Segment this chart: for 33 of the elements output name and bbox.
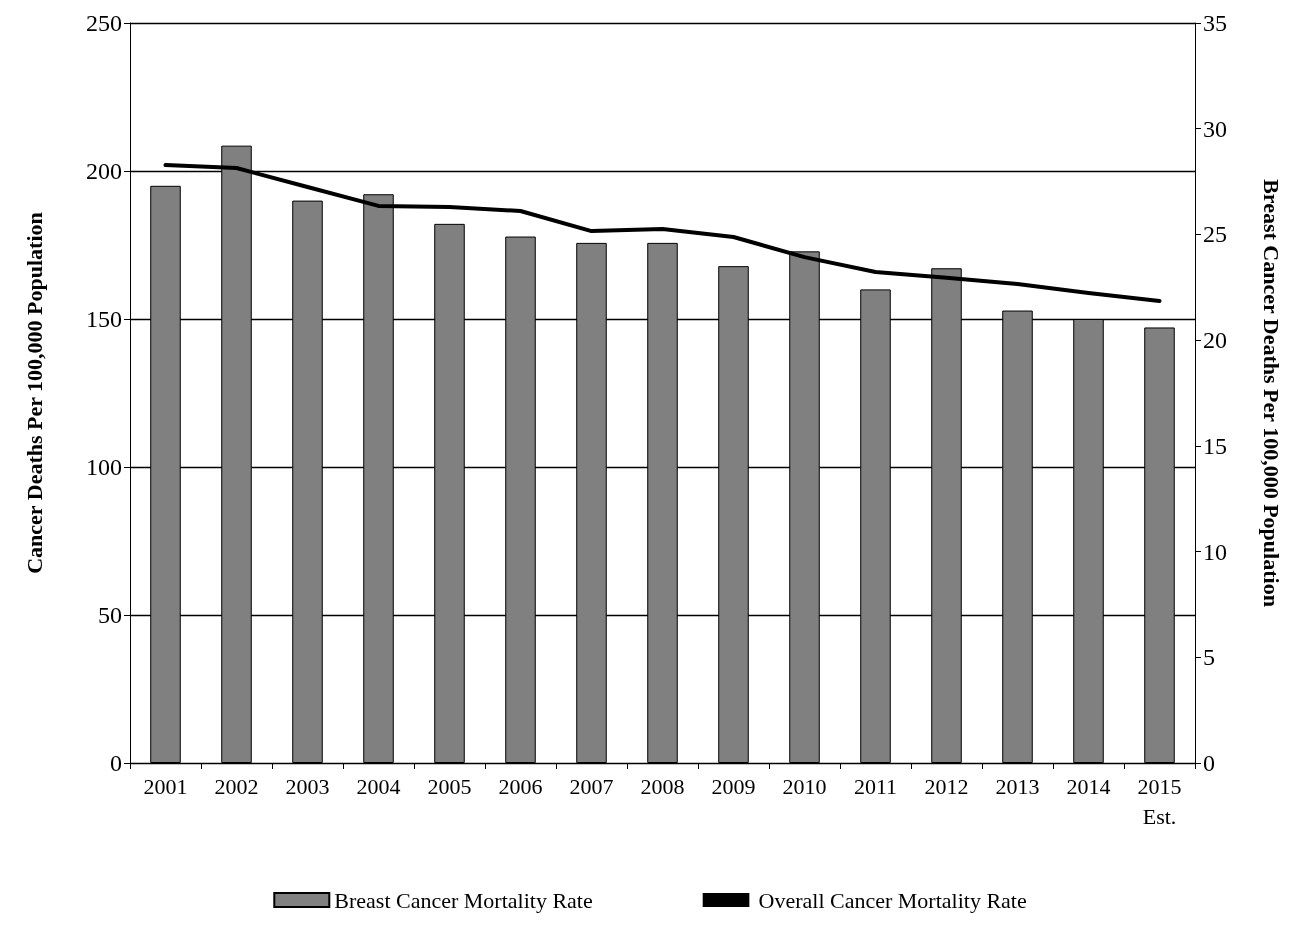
y2-tick-label: 25 xyxy=(1203,221,1227,248)
y-tick-label: 0 xyxy=(110,750,122,776)
x-tick-label: 2003 xyxy=(285,773,330,799)
y2-tick-label: 15 xyxy=(1203,432,1227,459)
x-tick-label: 2007 xyxy=(569,773,614,799)
x-tick-label: 2012 xyxy=(924,773,969,799)
x-tick-label: 2002 xyxy=(214,773,259,799)
y-tick-label: 250 xyxy=(86,10,122,36)
y2-tick-label: 20 xyxy=(1203,327,1227,354)
x-tick-label: 2006 xyxy=(498,773,543,799)
x-tick-label: 2010 xyxy=(782,773,827,799)
y-tick-label: 100 xyxy=(86,454,122,480)
x-tick-label: 2011 xyxy=(853,773,898,799)
y2-tick-label: 30 xyxy=(1203,115,1227,142)
x-tick-label: 2015 Est. xyxy=(1137,773,1182,829)
x-tick-label: 2001 xyxy=(143,773,188,799)
y2-tick-label: 10 xyxy=(1203,538,1227,565)
y2-tick-label: 35 xyxy=(1203,10,1227,36)
x-tick-label: 2014 xyxy=(1066,773,1111,799)
x-tick-label: 2013 xyxy=(995,773,1040,799)
y2-tick-label: 5 xyxy=(1203,644,1215,671)
legend-label: Breast Cancer Mortality Rate xyxy=(334,887,593,913)
x-tick-label: 2004 xyxy=(356,773,401,799)
y2-tick-label: 0 xyxy=(1203,750,1215,776)
legend-label: Overall Cancer Mortality Rate xyxy=(758,887,1027,913)
y-tick-label: 150 xyxy=(86,306,122,332)
y-tick-label: 200 xyxy=(86,158,122,184)
x-tick-label: 2009 xyxy=(711,773,756,799)
y-tick-label: 50 xyxy=(98,602,122,628)
x-tick-label: 2005 xyxy=(427,773,472,799)
x-tick-label: 2008 xyxy=(640,773,685,799)
y-axis-title: Cancer Deaths Per 100,000 Population xyxy=(21,212,47,574)
y2-axis-title: Breast Cancer Deaths Per 100,000 Population xyxy=(1258,179,1284,607)
